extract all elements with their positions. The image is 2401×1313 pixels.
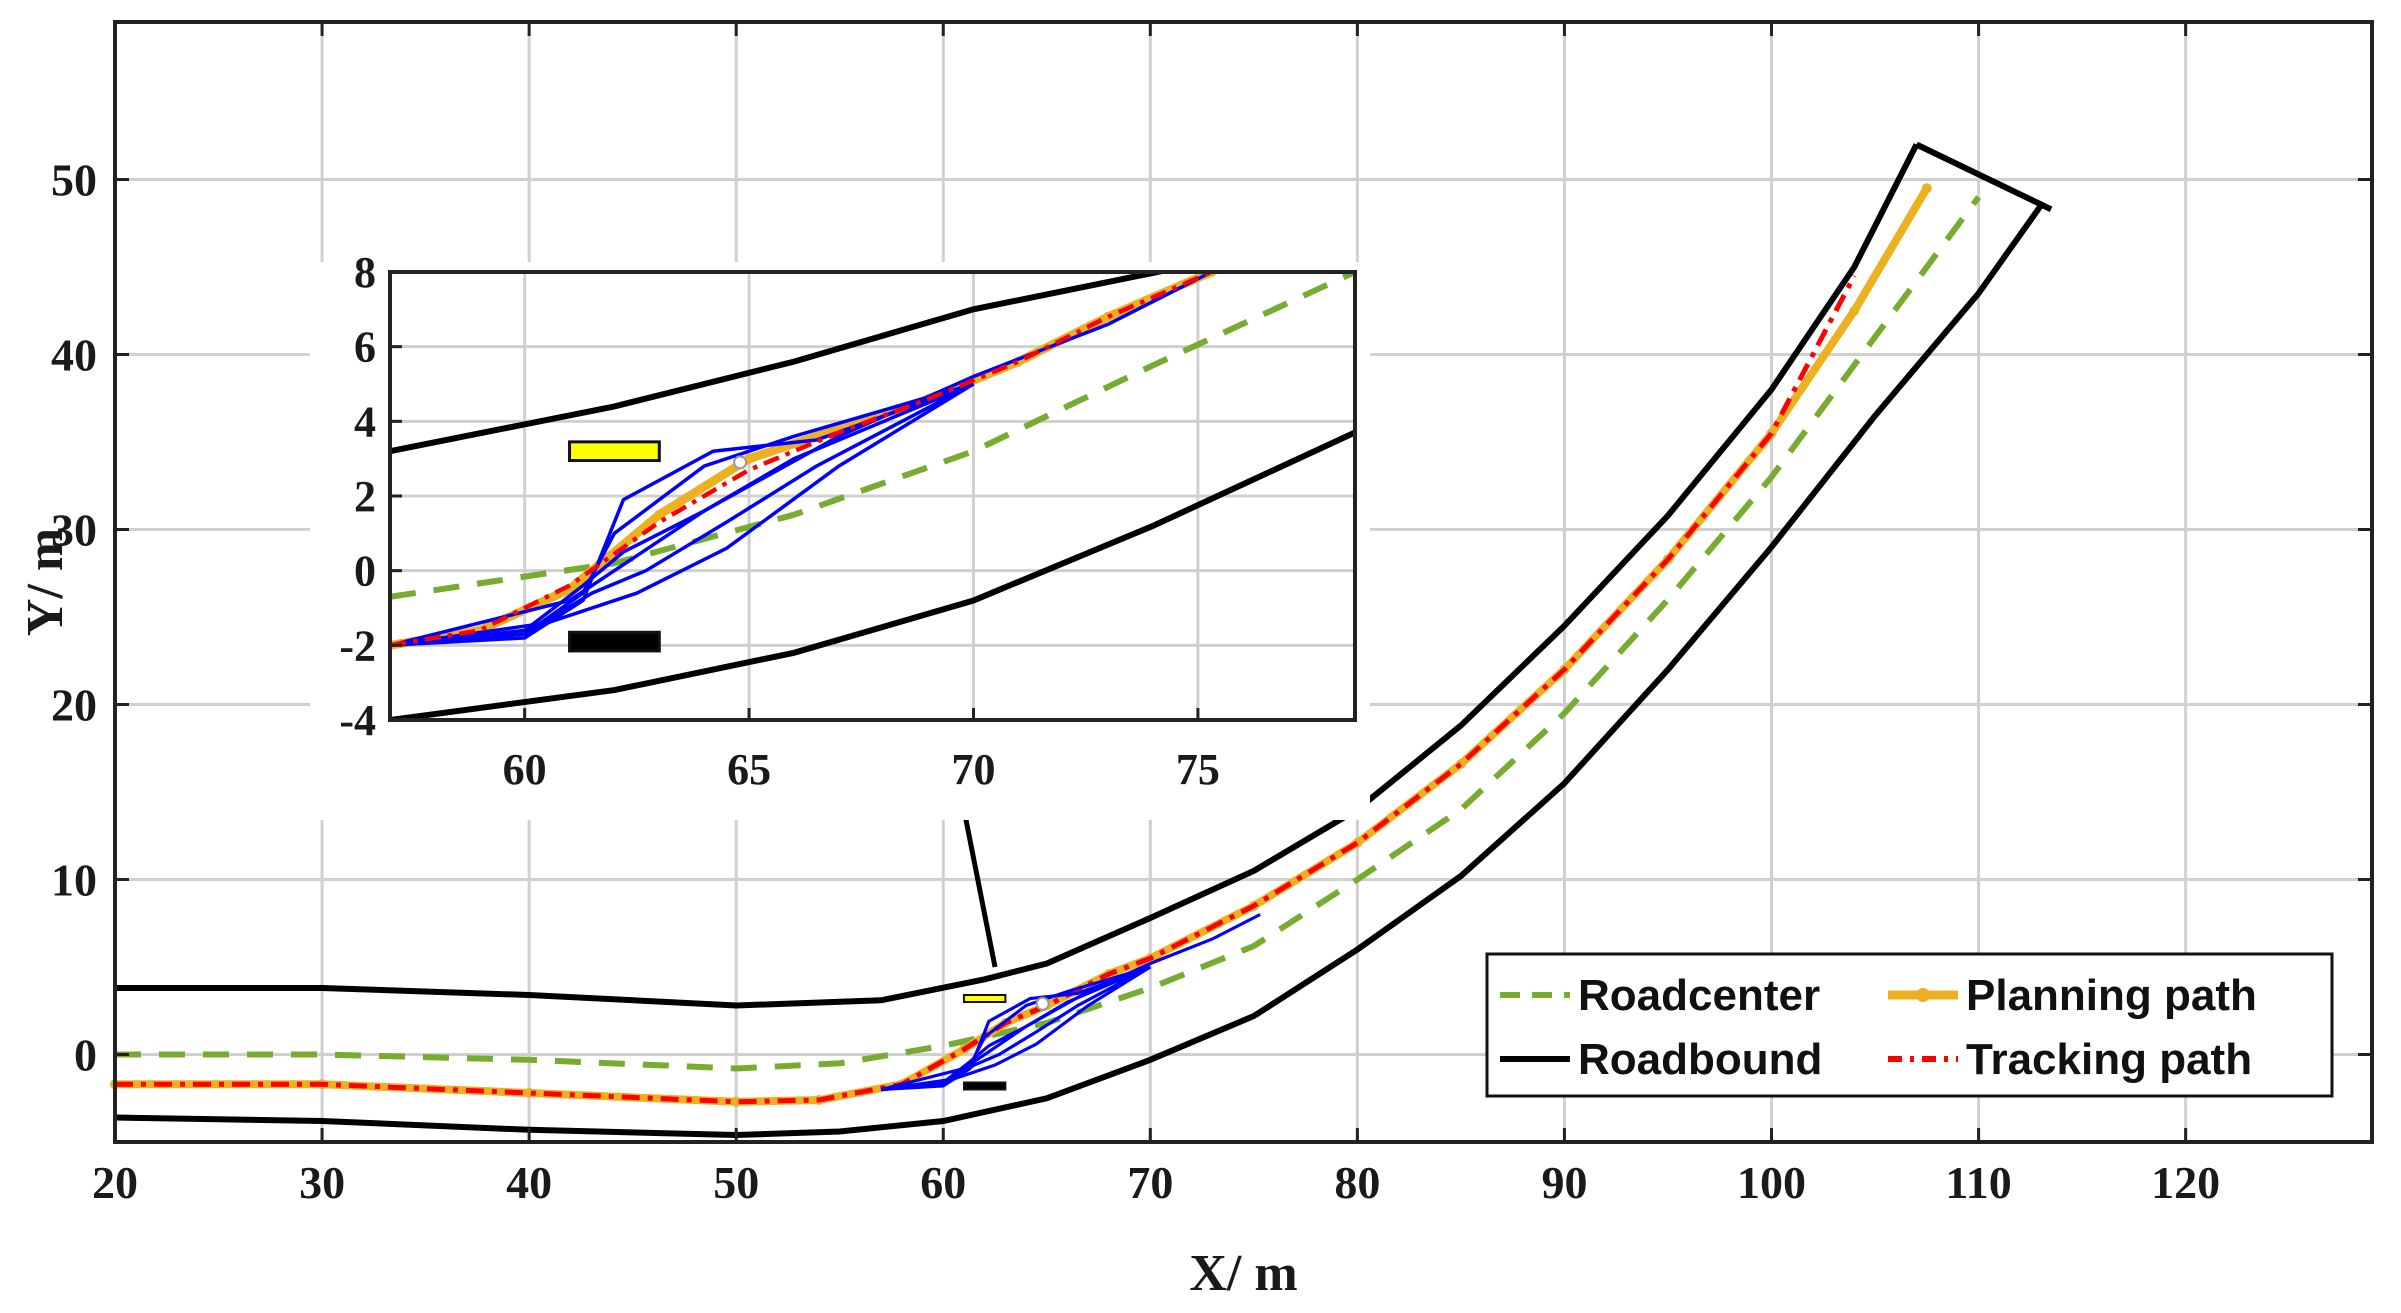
- main-candidate-path: [880, 913, 1261, 1092]
- inset-candidate-path: [390, 382, 975, 648]
- legend: Roadcenter Planning path Roadbound Track…: [1485, 952, 2334, 1098]
- inset-series-roadbound-lower: [390, 429, 1355, 720]
- y-tick-label: 10: [51, 855, 97, 906]
- inset-y-tick-label: 4: [354, 397, 376, 446]
- inset-series: [390, 272, 1355, 720]
- inset-planning-point: [654, 509, 665, 520]
- inset-x-tick-label: 75: [1176, 745, 1220, 794]
- inset-obstacle: [568, 440, 661, 463]
- x-tick-label: 80: [1334, 1157, 1380, 1208]
- obstacle: [962, 994, 1007, 1003]
- inset-series-roadcenter: [390, 272, 1355, 600]
- x-tick-label: 110: [1945, 1157, 2011, 1208]
- inset-y-tick-label: 2: [354, 472, 376, 521]
- legend-planning-label: Planning path: [1966, 971, 2257, 1020]
- inset-y-tick-label: 0: [354, 547, 376, 596]
- series-roadbound-lower: [114, 204, 2044, 1139]
- legend-box: [1485, 952, 2334, 1098]
- road-end-segment: [1915, 141, 2053, 213]
- legend-tracking-label: Tracking path: [1966, 1035, 2252, 1084]
- inset-series-tracking-path: [390, 272, 1213, 648]
- x-tick-label: 20: [92, 1157, 138, 1208]
- main-plot-frame: [113, 20, 2374, 1144]
- inset-y-tick-label: -2: [339, 621, 376, 670]
- y-tick-label: 20: [51, 680, 97, 731]
- inset-marker-point: [733, 455, 748, 470]
- inset-obstacle: [568, 630, 661, 653]
- legend-roadbound-label: Roadbound: [1578, 1035, 1822, 1084]
- inset-x-tick-label: 60: [503, 745, 547, 794]
- y-tick-label: 50: [51, 155, 97, 206]
- y-tick-label: 40: [51, 330, 97, 381]
- planning-point: [1921, 183, 1932, 194]
- y-tick-label: 30: [51, 505, 97, 556]
- inset-x-tick-label: 70: [951, 745, 995, 794]
- x-tick-label: 90: [1541, 1157, 1587, 1208]
- main-candidate-path: [880, 965, 1152, 1092]
- main-obstacles: [962, 994, 1007, 1091]
- legend-roadcenter-label: Roadcenter: [1578, 971, 1820, 1020]
- inset-candidate-path: [390, 272, 1213, 647]
- x-tick-label: 60: [920, 1157, 966, 1208]
- inset-candidate-path: [390, 382, 975, 648]
- inset-background: [310, 262, 1370, 820]
- x-tick-label: 40: [506, 1157, 552, 1208]
- y-axis-label: Y/ m: [17, 528, 74, 636]
- x-tick-label: 100: [1737, 1157, 1806, 1208]
- inset-y-tick-label: -4: [339, 696, 376, 745]
- main-marker-point: [1035, 996, 1050, 1011]
- legend-planning-marker: [1916, 988, 1930, 1002]
- inset-series-roadbound: [390, 272, 1173, 455]
- x-axis-label: X/ m: [1189, 1245, 1297, 1302]
- inset-candidate-path: [390, 382, 975, 648]
- inset-series-group: [390, 272, 1355, 720]
- series-roadbound: [115, 143, 1920, 1009]
- main-candidate-path: [880, 965, 1152, 1092]
- inset-x-tick-label: 65: [727, 745, 771, 794]
- planning-point: [1849, 305, 1860, 316]
- main-ticks: [113, 22, 2372, 1142]
- inset-y-tick-label: 8: [354, 248, 376, 297]
- inset-candidate-path: [390, 382, 975, 648]
- series-roadcenter: [115, 195, 1982, 1072]
- x-tick-label: 50: [713, 1157, 759, 1208]
- y-tick-label: 0: [74, 1030, 97, 1081]
- inset-y-tick-label: 6: [354, 323, 376, 372]
- inset-tick-labels: 60 65 70 75 -4 -2 0 2 4 6 8: [339, 248, 1220, 794]
- x-tick-label: 70: [1127, 1157, 1173, 1208]
- main-series: [110, 141, 2053, 1139]
- main-candidate-path: [881, 965, 1151, 1092]
- obstacle: [962, 1081, 1007, 1091]
- x-tick-label: 120: [2151, 1157, 2220, 1208]
- inset-ticks: [390, 270, 1200, 722]
- x-tick-label: 30: [299, 1157, 345, 1208]
